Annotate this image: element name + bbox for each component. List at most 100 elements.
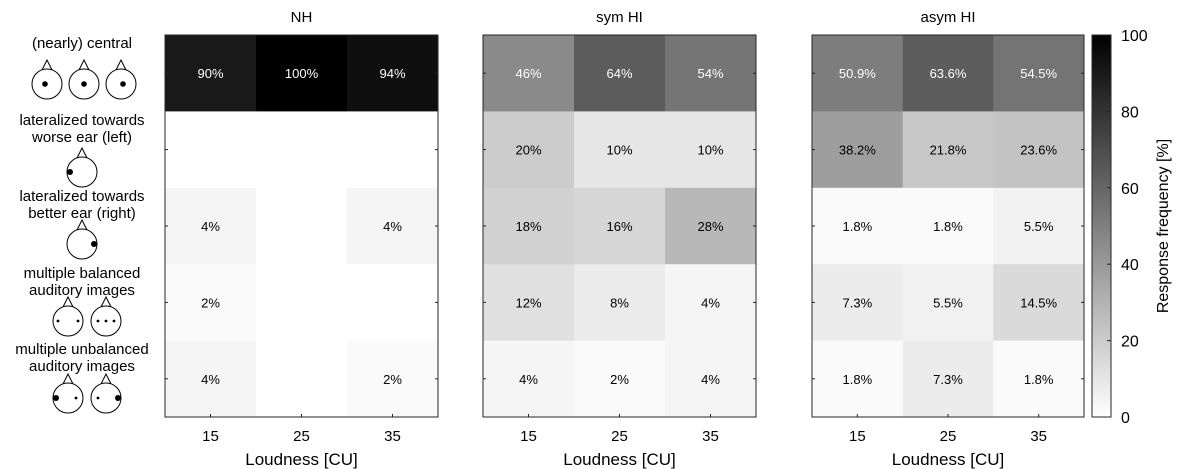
source-dot	[56, 319, 60, 323]
cell-value-label: 23.6%	[1020, 143, 1057, 158]
heatmap-cell	[993, 340, 1085, 418]
heatmap-cell	[165, 187, 257, 265]
row-label: lateralized towards worse ear (left)	[0, 112, 164, 146]
cell-value-label: 14.5%	[1020, 295, 1057, 310]
x-tick-label: 25	[940, 428, 957, 445]
source-dot	[42, 81, 48, 87]
cell-value-label: 1.8%	[843, 372, 873, 387]
cell-value-label: 4%	[201, 372, 220, 387]
source-dot	[120, 81, 126, 87]
row-label-line: (nearly) central	[31, 35, 133, 52]
right-head-icon	[66, 218, 98, 260]
cell-value-label: 7.3%	[933, 372, 963, 387]
x-tick-label: 15	[520, 428, 537, 445]
cell-value-label: 1.8%	[843, 219, 873, 234]
colorbar-tick-label: 60	[1121, 181, 1139, 198]
cell-value-label: 38.2%	[839, 143, 876, 158]
colorbar-label: Response frequency [%]	[1155, 139, 1172, 313]
x-tick-label: 15	[849, 428, 866, 445]
heatmap-cell	[483, 187, 575, 265]
x-tick-label: 15	[202, 428, 219, 445]
heatmap-cell	[574, 264, 666, 342]
source-dot	[104, 319, 108, 323]
cell-value-label: 28%	[697, 219, 723, 234]
nose-icon	[78, 58, 90, 71]
heatmap-cell	[902, 340, 994, 418]
cell-value-label: 63.6%	[930, 66, 967, 81]
cell-value-label: 1.8%	[1024, 372, 1054, 387]
cell-value-label: 4%	[701, 295, 720, 310]
source-dot	[53, 395, 59, 401]
row-label-line: lateralized towards	[19, 188, 145, 205]
x-tick-label: 35	[702, 428, 719, 445]
heatmap-cell	[812, 35, 904, 112]
heatmap-cell	[256, 111, 348, 189]
row-label-line: multiple unbalanced	[15, 341, 149, 358]
source-dot	[76, 319, 80, 323]
source-dot	[112, 319, 116, 323]
nose-icon	[100, 295, 112, 308]
colorbar-tick-label: 40	[1121, 257, 1139, 274]
row-label-line: auditory images	[29, 282, 135, 299]
colorbar-tick-label: 0	[1121, 410, 1130, 427]
panel-title: asym HI	[920, 9, 975, 26]
heatmap-cell	[165, 264, 257, 342]
heatmap-cell	[665, 187, 757, 265]
left-head-icon	[66, 146, 98, 188]
heatmap-cell	[812, 187, 904, 265]
heatmap-cell	[165, 340, 257, 418]
cell-value-label: 5.5%	[1024, 219, 1054, 234]
cell-value-label: 50.9%	[839, 66, 876, 81]
heatmap-cell	[165, 111, 257, 189]
heatmap-cell	[165, 35, 257, 112]
cell-value-label: 12%	[515, 295, 541, 310]
cell-value-label: 54%	[697, 66, 723, 81]
cell-value-label: 4%	[201, 219, 220, 234]
cell-value-label: 94%	[379, 66, 405, 81]
cell-value-label: 46%	[515, 66, 541, 81]
source-dot	[81, 81, 87, 87]
heatmap-cell	[483, 35, 575, 112]
x-tick-label: 25	[611, 428, 628, 445]
heatmap-cell	[256, 187, 348, 265]
heatmap-cell	[665, 264, 757, 342]
heatmap-cell	[812, 340, 904, 418]
cell-value-label: 2%	[201, 295, 220, 310]
row-label-line: better ear (right)	[28, 205, 136, 222]
head-outline	[52, 305, 84, 337]
colorbar	[1091, 34, 1112, 418]
heatmap-cell	[256, 340, 348, 418]
cell-value-label: 16%	[606, 219, 632, 234]
cell-value-label: 18%	[515, 219, 541, 234]
heatmap-cell	[483, 340, 575, 418]
cell-value-label: 7.3%	[843, 295, 873, 310]
cell-value-label: 8%	[610, 295, 629, 310]
heatmap-cell	[347, 264, 439, 342]
cell-value-label: 64%	[606, 66, 632, 81]
x-axis-label: Loudness [CU]	[892, 450, 1004, 469]
cell-value-label: 2%	[383, 372, 402, 387]
cell-value-label: 4%	[701, 372, 720, 387]
heatmap-cell	[256, 35, 348, 112]
heatmap-cell	[812, 111, 904, 189]
cell-value-label: 10%	[606, 143, 632, 158]
colorbar-tick-label: 100	[1121, 28, 1148, 45]
source-dot	[91, 241, 97, 247]
cell-value-label: 4%	[383, 219, 402, 234]
heatmap-cell	[993, 35, 1085, 112]
heatmap-cell	[347, 111, 439, 189]
nose-icon	[62, 372, 74, 385]
heatmap-cell	[902, 35, 994, 112]
heatmap-cell	[812, 264, 904, 342]
colorbar-tick-label: 20	[1121, 334, 1139, 351]
nose-icon	[76, 218, 88, 231]
heatmap-cell	[993, 264, 1085, 342]
heatmap-cell	[347, 35, 439, 112]
cell-value-label: 20%	[515, 143, 541, 158]
central-head-icons	[31, 58, 137, 100]
source-dot	[74, 396, 78, 400]
x-tick-label: 35	[1030, 428, 1047, 445]
heatmap-cell	[574, 187, 666, 265]
heatmap-cell	[574, 35, 666, 112]
source-dot	[96, 319, 100, 323]
